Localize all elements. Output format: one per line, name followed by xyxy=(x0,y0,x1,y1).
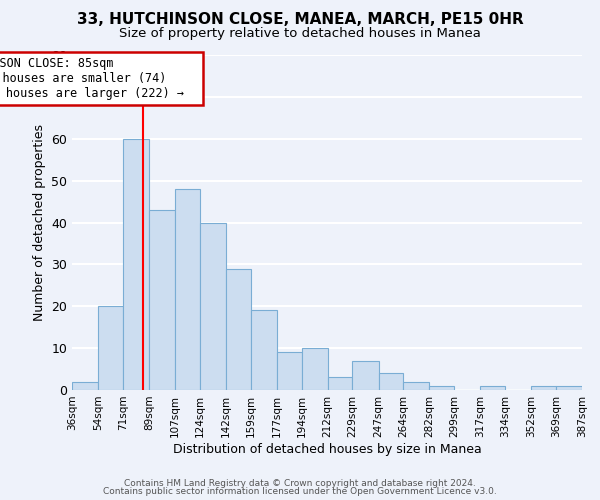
Bar xyxy=(556,386,582,390)
Bar xyxy=(379,373,403,390)
Y-axis label: Number of detached properties: Number of detached properties xyxy=(32,124,46,321)
Bar xyxy=(200,222,226,390)
Text: Contains HM Land Registry data © Crown copyright and database right 2024.: Contains HM Land Registry data © Crown c… xyxy=(124,478,476,488)
Bar xyxy=(531,386,556,390)
Text: Contains public sector information licensed under the Open Government Licence v3: Contains public sector information licen… xyxy=(103,487,497,496)
Bar xyxy=(175,189,200,390)
Bar xyxy=(251,310,277,390)
Bar xyxy=(430,386,454,390)
Text: 33 HUTCHINSON CLOSE: 85sqm  
  ← 25% of detached houses are smaller (74)  
  74%: 33 HUTCHINSON CLOSE: 85sqm ← 25% of deta… xyxy=(0,57,199,100)
Bar xyxy=(352,360,379,390)
Bar xyxy=(328,378,352,390)
Bar xyxy=(149,210,175,390)
Bar xyxy=(277,352,302,390)
Text: 33, HUTCHINSON CLOSE, MANEA, MARCH, PE15 0HR: 33, HUTCHINSON CLOSE, MANEA, MARCH, PE15… xyxy=(77,12,523,28)
Bar xyxy=(72,382,98,390)
Text: Size of property relative to detached houses in Manea: Size of property relative to detached ho… xyxy=(119,28,481,40)
Bar xyxy=(98,306,123,390)
Bar xyxy=(480,386,505,390)
Bar xyxy=(123,138,149,390)
Bar xyxy=(403,382,430,390)
Bar xyxy=(302,348,328,390)
Bar xyxy=(226,268,251,390)
X-axis label: Distribution of detached houses by size in Manea: Distribution of detached houses by size … xyxy=(173,442,481,456)
